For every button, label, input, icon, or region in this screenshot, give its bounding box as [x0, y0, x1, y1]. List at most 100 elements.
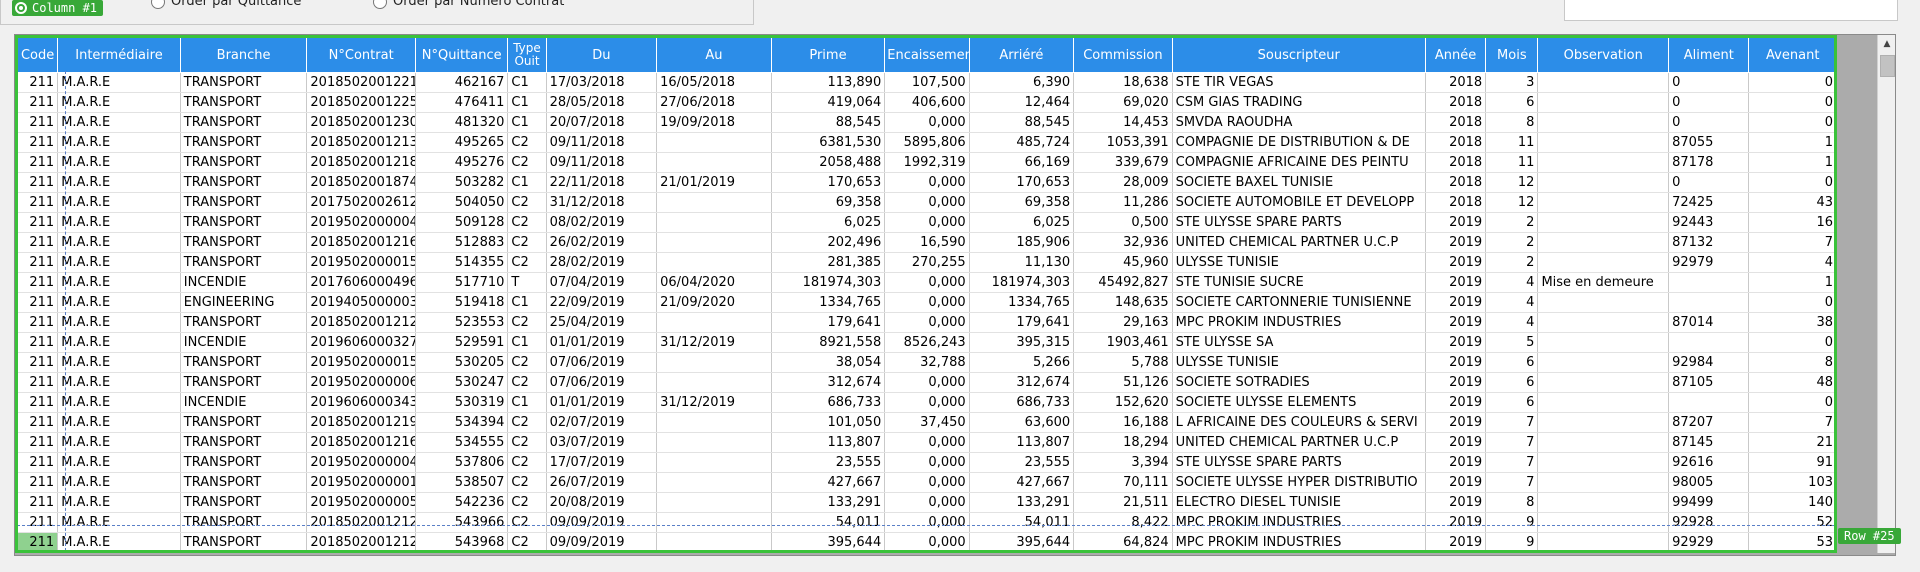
cell-arriere[interactable]: 170,653 — [969, 172, 1075, 193]
cell-quittance[interactable]: 530319 — [415, 392, 509, 413]
table-row[interactable]: 211 M.A.R.E TRANSPORT 2018502001216 534555 C2… — [17, 432, 1837, 453]
data-grid[interactable]: Code Intermédiaire Branche N°Contrat N°Quitt… — [14, 34, 1896, 556]
cell-avenant[interactable]: 0 — [1748, 172, 1837, 193]
cell-branche[interactable]: TRANSPORT — [180, 252, 308, 273]
cell-observation[interactable] — [1537, 332, 1670, 353]
table-row[interactable]: 211 M.A.R.E TRANSPORT 2019502000004 509128 C2… — [17, 212, 1837, 233]
cell-mois[interactable]: 9 — [1485, 532, 1539, 553]
cell-code[interactable]: 211 — [17, 252, 59, 273]
cell-branche[interactable]: TRANSPORT — [180, 492, 308, 513]
cell-code[interactable]: 211 — [17, 92, 59, 113]
cell-du[interactable]: 17/03/2018 — [546, 72, 658, 93]
cell-aliment[interactable] — [1668, 272, 1750, 293]
cell-encaissement[interactable]: 0,000 — [884, 492, 970, 513]
cell-intermediaire[interactable]: M.A.R.E — [57, 272, 181, 293]
cell-aliment[interactable]: 87207 — [1668, 412, 1750, 433]
cell-au[interactable] — [656, 212, 772, 233]
table-row[interactable]: 211 M.A.R.E TRANSPORT 2019502000001 538507 C2… — [17, 472, 1837, 493]
cell-au[interactable]: 16/05/2018 — [656, 72, 772, 93]
cell-branche[interactable]: TRANSPORT — [180, 512, 308, 533]
cell-branche[interactable]: TRANSPORT — [180, 92, 308, 113]
cell-aliment[interactable]: 87014 — [1668, 312, 1750, 333]
table-row[interactable]: 211 M.A.R.E TRANSPORT 2019502000015 514355 C2… — [17, 252, 1837, 273]
cell-au[interactable] — [656, 532, 772, 553]
cell-quittance[interactable]: 481320 — [415, 112, 509, 133]
cell-prime[interactable]: 170,653 — [771, 172, 886, 193]
cell-prime[interactable]: 179,641 — [771, 312, 886, 333]
cell-commission[interactable]: 21,511 — [1073, 492, 1173, 513]
cell-encaissement[interactable]: 0,000 — [884, 532, 970, 553]
cell-branche[interactable]: TRANSPORT — [180, 472, 308, 493]
cell-code[interactable]: 211 — [17, 492, 59, 513]
cell-quittance[interactable]: 537806 — [415, 452, 509, 473]
cell-arriere[interactable]: 54,011 — [969, 512, 1075, 533]
cell-type-quit[interactable]: C2 — [507, 512, 547, 533]
cell-aliment[interactable]: 92929 — [1668, 532, 1750, 553]
cell-au[interactable] — [656, 232, 772, 253]
cell-branche[interactable]: TRANSPORT — [180, 172, 308, 193]
cell-mois[interactable]: 7 — [1485, 412, 1539, 433]
cell-au[interactable] — [656, 512, 772, 533]
cell-observation[interactable] — [1537, 392, 1670, 413]
cell-intermediaire[interactable]: M.A.R.E — [57, 132, 181, 153]
cell-type-quit[interactable]: C2 — [507, 352, 547, 373]
table-row[interactable]: 211 M.A.R.E TRANSPORT 2018502001212 523553 C2… — [17, 312, 1837, 333]
cell-arriere[interactable]: 69,358 — [969, 192, 1075, 213]
table-row[interactable]: 211 M.A.R.E TRANSPORT 2018502001213 495265 C2… — [17, 132, 1837, 153]
cell-contrat[interactable]: 2018502001216 — [306, 232, 416, 253]
cell-prime[interactable]: 181974,303 — [771, 272, 886, 293]
cell-observation[interactable] — [1537, 512, 1670, 533]
table-row[interactable]: 211 M.A.R.E TRANSPORT 2018502001212 543968 C2… — [17, 532, 1837, 553]
cell-prime[interactable]: 686,733 — [771, 392, 886, 413]
cell-branche[interactable]: TRANSPORT — [180, 532, 308, 553]
cell-au[interactable] — [656, 372, 772, 393]
cell-code[interactable]: 211 — [17, 272, 59, 293]
column-header-commission[interactable]: Commission — [1073, 37, 1173, 73]
cell-commission[interactable]: 69,020 — [1073, 92, 1173, 113]
cell-encaissement[interactable]: 107,500 — [884, 72, 970, 93]
cell-branche[interactable]: TRANSPORT — [180, 152, 308, 173]
cell-avenant[interactable]: 0 — [1748, 292, 1837, 313]
cell-intermediaire[interactable]: M.A.R.E — [57, 192, 181, 213]
cell-observation[interactable] — [1537, 72, 1670, 93]
cell-encaissement[interactable]: 0,000 — [884, 292, 970, 313]
cell-du[interactable]: 22/11/2018 — [546, 172, 658, 193]
cell-branche[interactable]: TRANSPORT — [180, 212, 308, 233]
cell-quittance[interactable]: 514355 — [415, 252, 509, 273]
column-header-aliment[interactable]: Aliment — [1668, 37, 1750, 73]
cell-contrat[interactable]: 2019502000015 — [306, 252, 416, 273]
cell-encaissement[interactable]: 0,000 — [884, 372, 970, 393]
cell-souscripteur[interactable]: SOCIETE SOTRADIES — [1172, 372, 1426, 393]
table-row[interactable]: 211 M.A.R.E TRANSPORT 2019502000004 537806 C2… — [17, 452, 1837, 473]
column-header-intermediaire[interactable]: Intermédiaire — [57, 37, 181, 73]
cell-annee[interactable]: 2019 — [1425, 492, 1487, 513]
cell-au[interactable] — [656, 192, 772, 213]
cell-branche[interactable]: TRANSPORT — [180, 432, 308, 453]
cell-annee[interactable]: 2019 — [1425, 532, 1487, 553]
column-header-arriere[interactable]: Arriéré — [968, 37, 1075, 73]
cell-type-quit[interactable]: C2 — [507, 252, 547, 273]
cell-intermediaire[interactable]: M.A.R.E — [57, 392, 181, 413]
cell-arriere[interactable]: 185,906 — [969, 232, 1075, 253]
cell-encaissement[interactable]: 0,000 — [884, 512, 970, 533]
cell-contrat[interactable]: 2018502001212 — [306, 512, 416, 533]
cell-du[interactable]: 28/05/2018 — [546, 92, 658, 113]
cell-annee[interactable]: 2018 — [1425, 132, 1487, 153]
cell-intermediaire[interactable]: M.A.R.E — [57, 372, 181, 393]
cell-souscripteur[interactable]: ELECTRO DIESEL TUNISIE — [1172, 492, 1426, 513]
cell-annee[interactable]: 2019 — [1425, 232, 1487, 253]
cell-mois[interactable]: 9 — [1485, 512, 1539, 533]
cell-commission[interactable]: 148,635 — [1073, 292, 1173, 313]
cell-branche[interactable]: TRANSPORT — [180, 312, 308, 333]
cell-mois[interactable]: 4 — [1485, 292, 1539, 313]
cell-commission[interactable]: 18,638 — [1073, 72, 1173, 93]
cell-du[interactable]: 25/04/2019 — [546, 312, 658, 333]
table-row[interactable]: 211 M.A.R.E INCENDIE 2019606000327 529591 C1 0… — [17, 332, 1837, 353]
cell-commission[interactable]: 70,111 — [1073, 472, 1173, 493]
cell-du[interactable]: 26/02/2019 — [546, 232, 658, 253]
cell-quittance[interactable]: 534394 — [415, 412, 509, 433]
cell-observation[interactable] — [1537, 532, 1670, 553]
cell-type-quit[interactable]: C1 — [507, 72, 547, 93]
cell-annee[interactable]: 2018 — [1425, 172, 1487, 193]
cell-commission[interactable]: 18,294 — [1073, 432, 1173, 453]
